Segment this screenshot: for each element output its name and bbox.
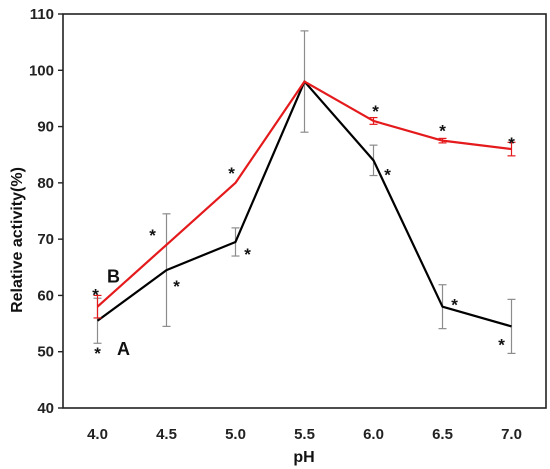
y-tick-label-7: 110 (30, 6, 54, 23)
significance-star-B-0: * (92, 286, 99, 305)
y-tick-label-5: 90 (37, 119, 54, 136)
tick-labels: 40 50 60 70 80 90 100 110 4.0 4.5 5.0 5.5 6.0 6.5 7.0 (29, 6, 522, 443)
significance-star-B-2: * (228, 164, 235, 183)
y-tick-label-2: 60 (37, 287, 54, 304)
x-tick-label-5: 6.5 (432, 426, 453, 443)
x-axis-title: pH (293, 449, 314, 466)
significance-star-B-4: * (372, 102, 379, 121)
y-axis-title: Relative activity(%) (9, 167, 26, 313)
plot-frame (62, 13, 547, 409)
series-letter-A: A (117, 339, 130, 359)
x-tick-label-6: 7.0 (501, 426, 522, 443)
y-tick-label-4: 80 (37, 175, 54, 192)
axes (58, 13, 547, 409)
error-bar-B-0 (93, 294, 102, 319)
series-line-B (96, 80, 512, 308)
y-tick-label-3: 70 (37, 231, 54, 248)
significance-star-A-6: * (498, 335, 505, 354)
x-tick-label-0: 4.0 (87, 426, 108, 443)
significance-star-B-1: * (149, 226, 156, 245)
y-tick-label-1: 50 (37, 344, 54, 361)
y-tick-label-0: 40 (37, 400, 54, 417)
significance-star-B-5: * (439, 122, 446, 141)
x-tick-label-3: 5.5 (294, 426, 315, 443)
significance-star-A-4: * (384, 165, 391, 184)
x-tick-label-4: 6.0 (363, 426, 384, 443)
y-tick-label-6: 100 (29, 62, 54, 79)
series-B (93, 80, 516, 319)
x-tick-label-2: 5.0 (225, 426, 246, 443)
significance-star-A-0: * (94, 344, 101, 363)
series-layer: * * * * * * * * * * * * A B (92, 30, 516, 363)
x-tick-label-1: 4.5 (156, 426, 177, 443)
significance-star-A-2: * (244, 245, 251, 264)
series-letter-B: B (107, 267, 120, 287)
significance-star-A-1: * (173, 277, 180, 296)
significance-star-A-5: * (451, 296, 458, 315)
significance-star-B-6: * (508, 134, 515, 153)
